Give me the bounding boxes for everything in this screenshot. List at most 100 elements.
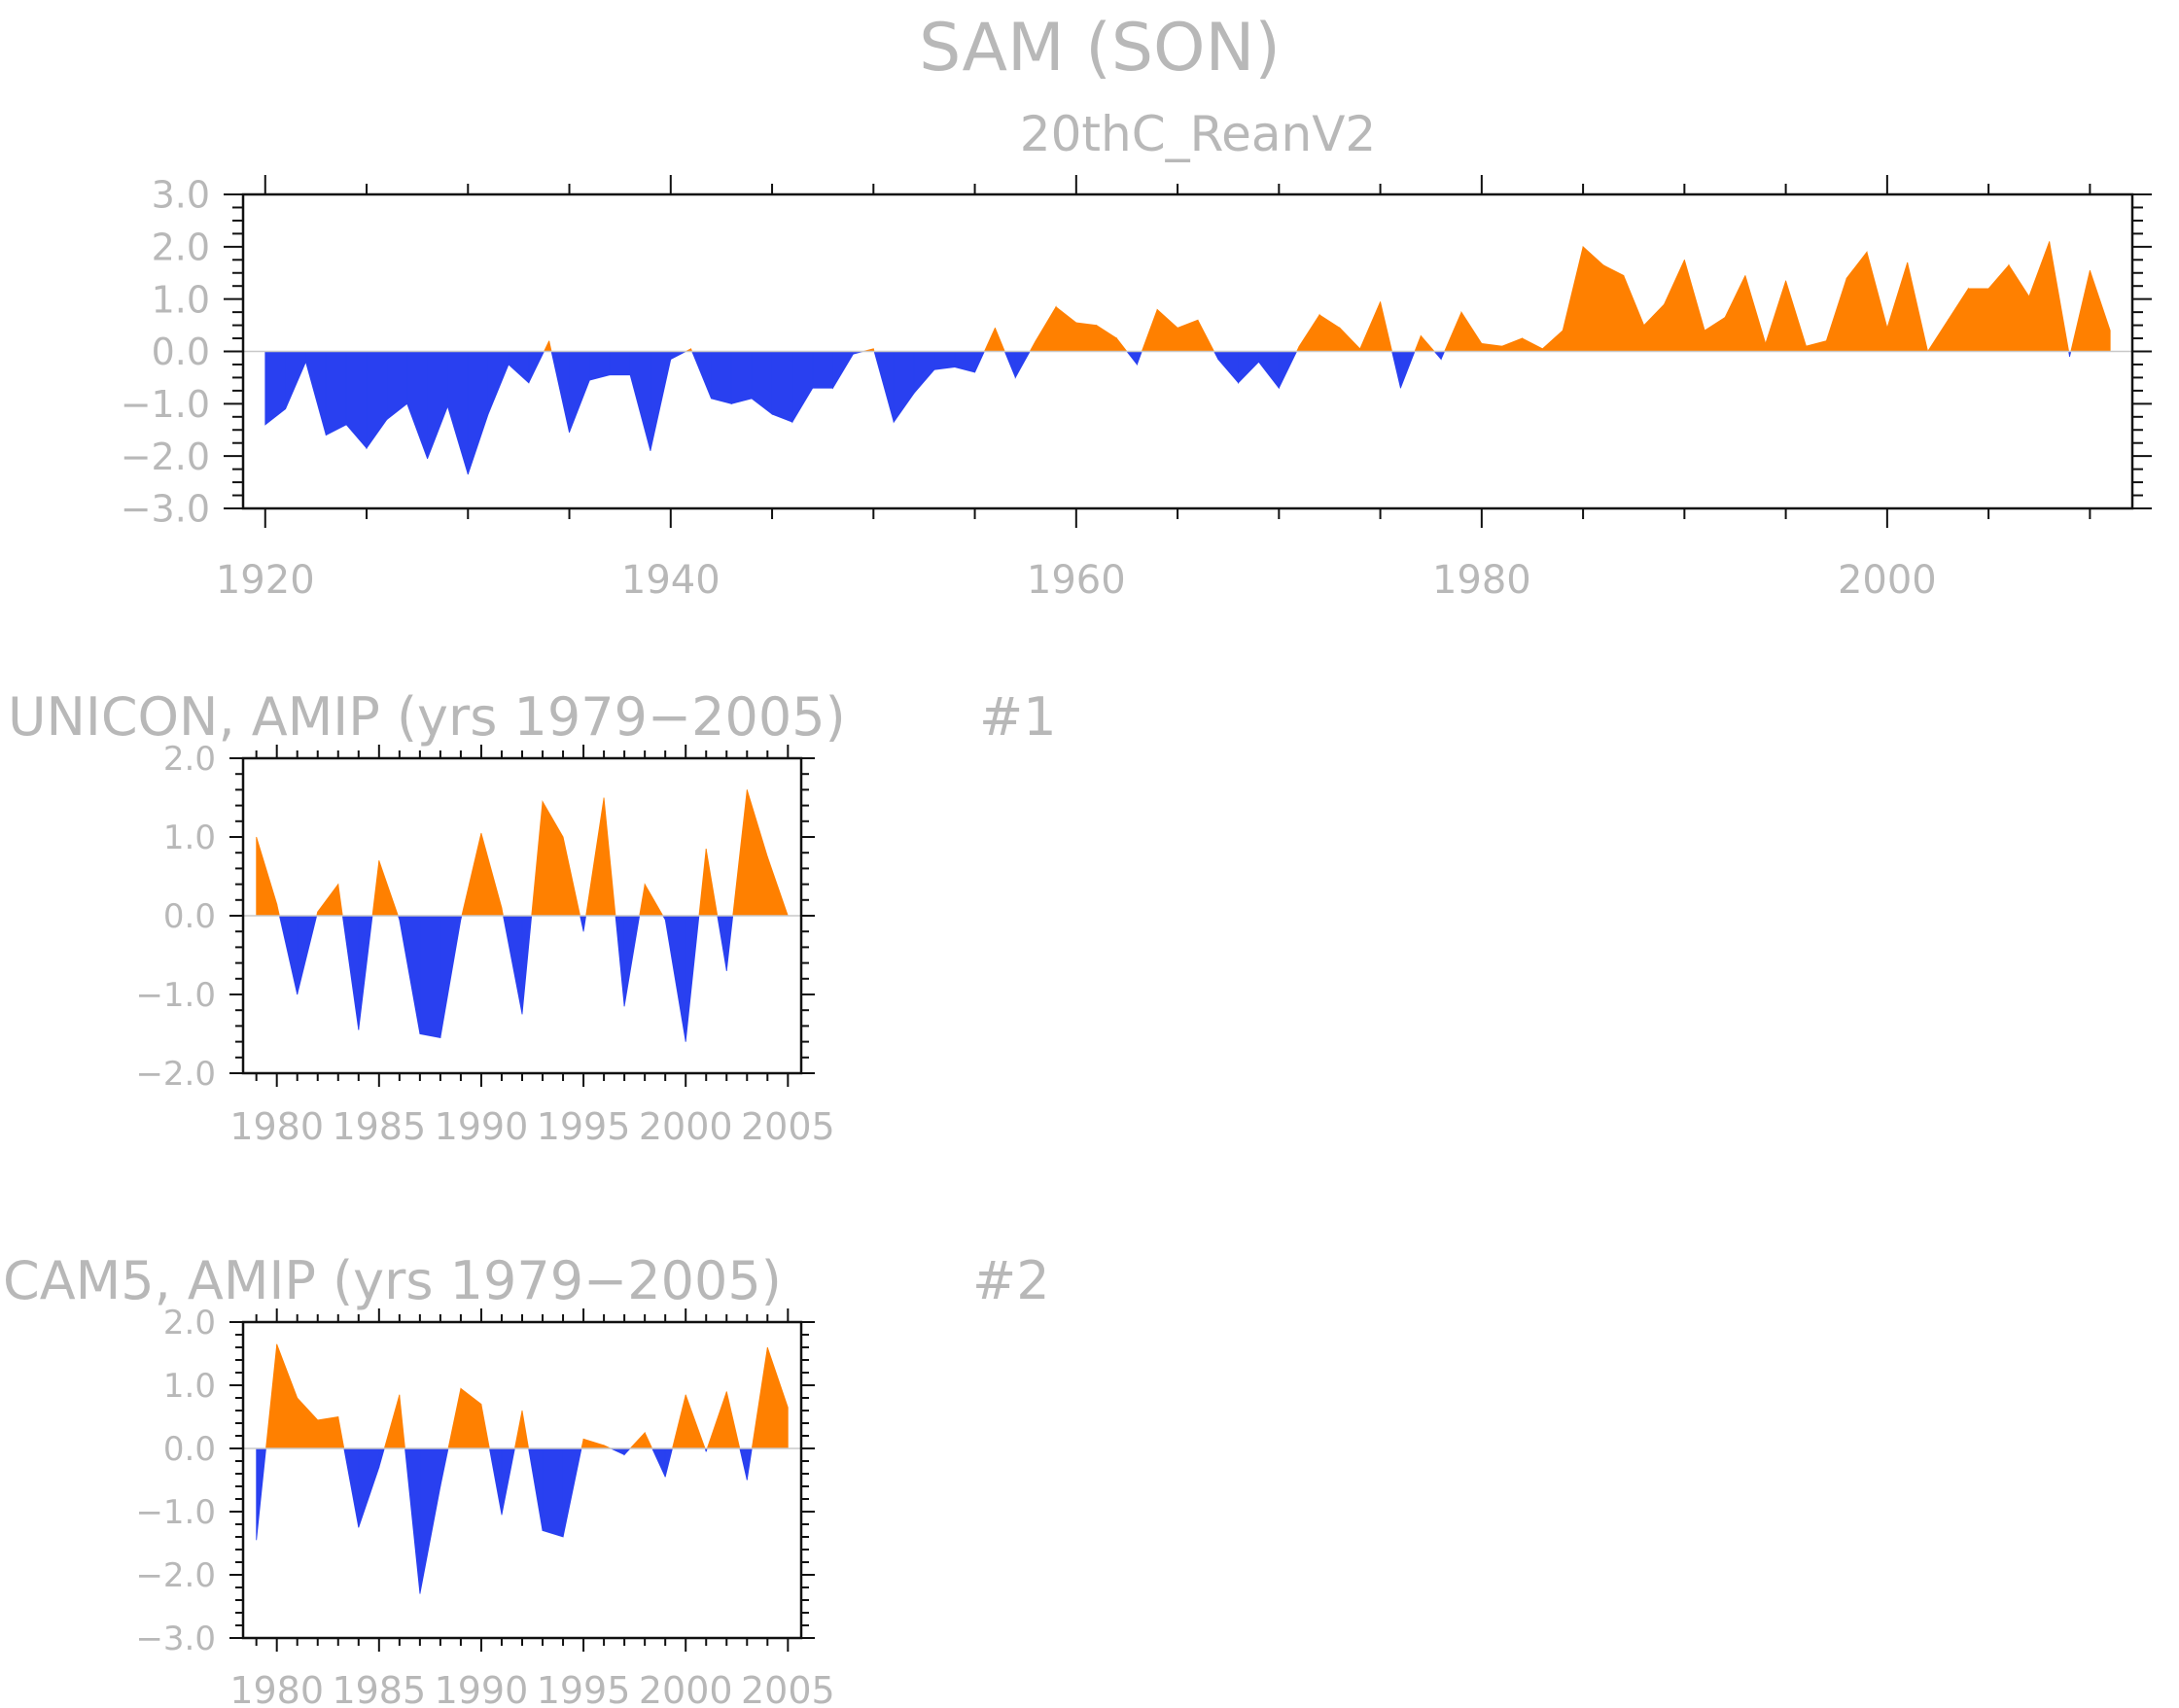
positive-area-segment [562,836,581,917]
negative-area-segment [345,351,368,450]
negative-area-segment [508,351,530,384]
negative-area-segment [933,351,956,370]
panel-right-label: #1 [979,686,1057,748]
negative-area-segment [664,915,686,1042]
positive-area-segment [698,849,707,917]
positive-area-segment [1785,280,1807,352]
negative-area-segment [580,915,584,932]
negative-area-segment [893,351,915,424]
positive-area-segment [629,1431,646,1449]
positive-area-segment [480,832,503,917]
negative-area-segment [629,351,651,451]
positive-area-segment [371,860,380,917]
x-tick-label: 1980 [229,1105,324,1148]
sam-area-chart-unicon: 2.0 1.0 0.0 −1.0 −2.0 1980 1985 1990 1995 2000 200… [135,740,834,1148]
positive-area-segment [585,797,605,917]
panel-left-label: UNICON, AMIP (yrs 1979−2005) [8,686,846,748]
positive-area-segment [1141,309,1158,352]
positive-area-segment [766,1346,789,1449]
positive-area-segment [2008,263,2030,352]
negative-area-segment [528,351,545,383]
x-tick-label: 1980 [229,1669,324,1708]
y-tick-label: −2.0 [121,436,210,478]
positive-area-segment [751,1346,768,1449]
negative-area-segment [1137,351,1142,366]
positive-area-segment [317,883,339,917]
negative-area-segment [467,351,489,475]
page-title: SAM (SON) [919,10,1281,87]
positive-area-segment [1380,301,1393,352]
x-tick-label: 1995 [537,1105,631,1148]
y-tick-label: 2.0 [152,227,210,269]
negative-area-segment [730,351,753,404]
y-tick-label: 2.0 [163,740,216,779]
negative-area-segment [487,351,510,415]
x-tick-label: 1985 [332,1669,426,1708]
positive-area-segment [685,1394,706,1449]
negative-area-segment [562,1447,582,1538]
positive-area-segment [1643,303,1665,352]
positive-area-segment [1825,277,1847,352]
y-tick-label: −1.0 [121,383,210,426]
positive-area-segment [1987,263,2010,352]
negative-area-segment [427,351,448,460]
positive-area-segment [378,860,399,917]
positive-area-segment [1886,261,1909,352]
positive-area-segment [1866,252,1888,352]
negative-area-segment [569,351,590,434]
negative-area-segment [1440,351,1446,360]
negative-area-segment [1433,351,1442,361]
y-tick-label: 0.0 [163,897,216,936]
x-tick-label: 1990 [435,1669,529,1708]
positive-area-segment [543,340,550,352]
positive-area-segment [706,1391,727,1449]
positive-area-segment [531,801,544,917]
negative-area-segment [503,915,523,1015]
negative-area-segment [378,1447,385,1468]
negative-area-segment [739,1447,748,1481]
positive-area-segment [644,1432,653,1449]
negative-area-segment [446,351,469,475]
y-tick-label: 0.0 [163,1430,216,1469]
positive-area-segment [639,884,646,917]
positive-area-segment [1029,340,1037,352]
negative-area-segment [832,351,854,390]
negative-area-segment [285,351,306,409]
positive-area-segment [1197,320,1215,352]
positive-area-segment [705,849,719,917]
negative-area-segment [812,351,833,389]
positive-area-segment [1522,337,1543,352]
negative-area-segment [419,1447,441,1594]
negative-area-segment [717,915,727,971]
positive-area-segment [1460,310,1483,352]
positive-area-segment [1116,336,1128,352]
negative-area-segment [1238,351,1259,384]
positive-area-segment [1907,261,1929,352]
y-tick-label: 0.0 [152,331,210,373]
x-tick-label: 1960 [1027,558,1126,603]
plot-frame [241,1320,803,1640]
positive-area-segment [1501,337,1523,352]
negative-area-segment [711,351,732,404]
positive-area-segment [1623,275,1645,352]
negative-area-segment [691,351,712,400]
panel-unicon-amip: UNICON, AMIP (yrs 1979−2005) #1 2.0 1.0 0.… [8,686,1057,1148]
negative-area-segment [623,1447,632,1456]
positive-area-segment [2028,241,2051,352]
negative-area-segment [1400,351,1416,389]
negative-area-segment [615,915,625,1007]
negative-area-segment [439,915,462,1038]
negative-area-segment [256,1447,266,1541]
negative-area-segment [404,1447,421,1594]
positive-area-segment [1075,322,1098,352]
positive-area-segment [461,832,482,917]
positive-area-segment [995,328,1005,352]
negative-area-segment [751,351,773,415]
panel-left-label: CAM5, AMIP (yrs 1979−2005) [3,1250,782,1311]
x-tick-label: 1995 [537,1669,631,1708]
positive-area-segment [276,903,280,917]
positive-area-segment [1926,318,1949,352]
positive-area-segment [1582,245,1604,352]
y-tick-label: −3.0 [121,488,210,531]
positive-area-segment [399,1394,405,1449]
